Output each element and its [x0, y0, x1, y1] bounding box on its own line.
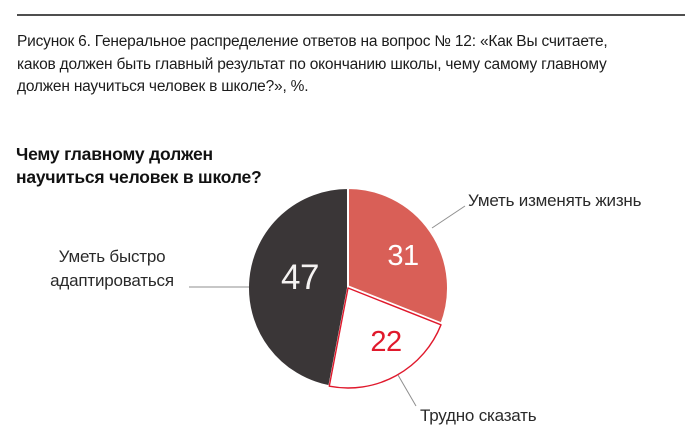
pie-slice [328, 287, 442, 389]
slice-value-adapt: 47 [281, 258, 319, 297]
pie-chart [246, 187, 449, 391]
pie-slice [347, 187, 449, 326]
slice-label-change-life: Уметь изменять жизнь [468, 191, 642, 210]
slice-value-hard-to-say: 22 [370, 326, 402, 358]
figure-caption-line: каков должен быть главный результат по о… [17, 55, 607, 73]
chart-title: Чему главному должен научиться человек в… [16, 144, 262, 187]
figure-caption: Рисунок 6. Генеральное распределение отв… [17, 31, 677, 99]
figure-caption-line: должен научиться человек в школе?», %. [17, 78, 309, 95]
pie-slice [246, 187, 349, 388]
slice-label-adapt: Уметь быстро адаптироваться [50, 247, 174, 290]
slice-value-change-life: 31 [387, 240, 419, 272]
top-divider-rule [17, 14, 685, 16]
figure-caption-line: Рисунок 6. Генеральное распределение отв… [17, 33, 608, 50]
slice-label-hard-to-say: Трудно сказать [420, 406, 537, 425]
